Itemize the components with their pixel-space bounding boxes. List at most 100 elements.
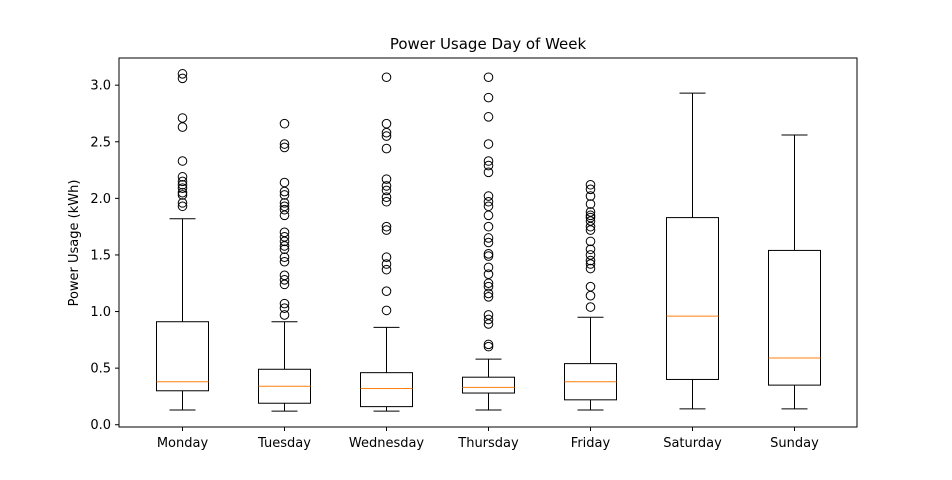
outlier-point [381,131,392,141]
outlier-point [483,221,494,232]
outlier-point [483,210,494,221]
outlier-point [381,259,392,269]
outlier-point [381,192,392,203]
outlier-point [279,198,290,208]
x-tick-label: Friday [571,436,611,451]
outlier-point [483,341,494,352]
outlier-point [585,184,596,195]
outlier-point [279,303,290,313]
outlier-point [381,185,392,196]
x-tick-label: Thursday [457,436,519,451]
outlier-point [483,269,494,279]
outlier-point [279,256,290,267]
outlier-point [483,191,494,201]
outlier-point [381,118,392,129]
outlier-point [483,237,494,248]
x-tick-label: Saturday [663,436,722,451]
outlier-point [279,244,290,255]
chart-title: Power Usage Day of Week [390,35,587,53]
outlier-point [279,310,290,320]
outlier-point [585,221,596,232]
outlier-point [585,302,596,312]
outlier-point [483,196,494,207]
outlier-point [279,186,290,197]
outlier-point [381,181,392,191]
outlier-point [279,241,290,251]
outlier-point [483,92,494,103]
outlier-point [177,183,188,193]
outlier-point [381,174,392,184]
outlier-point [381,286,392,296]
box-friday [564,179,617,411]
outlier-point [483,262,494,273]
y-tick-label: 1.0 [90,305,111,320]
outlier-point [279,275,290,285]
y-tick-label: 3.0 [90,79,111,94]
y-tick-label: 2.5 [90,135,111,150]
box-thursday [462,72,515,411]
outlier-point [177,190,188,200]
outlier-point [381,196,392,207]
outlier-point [279,279,290,290]
outlier-point [483,72,494,83]
outlier-point [585,244,596,255]
outlier-point [483,292,494,302]
x-tick-label: Sunday [770,436,819,451]
outlier-point [177,176,188,187]
x-tick-label: Monday [157,436,209,451]
y-tick-label: 2.0 [90,192,111,207]
outlier-point [177,172,188,182]
box-sunday [768,134,821,410]
outlier-point [381,127,392,138]
iqr-box [156,321,209,392]
outlier-point [177,187,188,198]
outlier-point [177,179,188,190]
outlier-point [381,221,392,232]
y-tick-label: 0.0 [90,418,111,433]
outlier-point [483,156,494,166]
outlier-point [483,314,494,325]
outlier-point [279,139,290,149]
outlier-point [585,225,596,235]
outlier-point [585,210,596,221]
outlier-point [177,69,188,79]
outlier-point [381,252,392,263]
outlier-point [585,255,596,266]
outlier-point [177,198,188,208]
outlier-point [585,259,596,269]
box-tuesday [258,118,311,412]
outlier-point [381,72,392,83]
outlier-point [381,264,392,275]
outlier-point [585,179,596,190]
box-monday [156,69,209,411]
box-wednesday [360,72,413,412]
outlier-point [483,112,494,122]
outlier-point [585,290,596,301]
outlier-point [483,139,494,149]
y-axis-label: Power Usage (kWh) [67,180,82,307]
outlier-point [585,236,596,247]
outlier-point [483,249,494,259]
box-saturday [666,92,719,410]
y-tick-label: 0.5 [90,362,111,377]
outlier-point [279,252,290,263]
outlier-point [483,319,494,329]
x-tick-label: Tuesday [257,436,311,451]
y-tick-label: 1.5 [90,248,111,263]
outlier-point [585,281,596,292]
outlier-point [279,190,290,200]
outlier-point [177,201,188,212]
outlier-point [177,122,188,132]
outlier-point [279,118,290,129]
outlier-point [483,281,494,292]
plot-area [156,69,821,412]
iqr-box [360,372,413,408]
outlier-point [279,210,290,221]
outlier-point [585,199,596,209]
iqr-box [666,217,719,380]
outlier-point [279,142,290,153]
outlier-point [279,236,290,247]
outlier-point [177,156,188,166]
outlier-point [483,233,494,243]
